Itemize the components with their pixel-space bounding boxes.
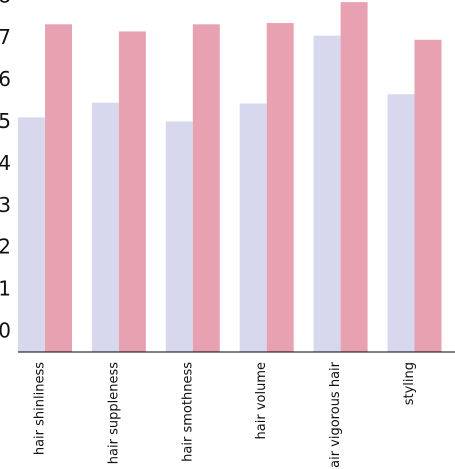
- bar-series-2-0: [45, 24, 72, 353]
- bar-series-1-0: [18, 117, 45, 352]
- x-tick-label: hair shinliness: [33, 362, 48, 455]
- y-tick-labels: 0 1 2 3 4 5 6 7 8: [0, 0, 11, 343]
- bar-series-2-5: [414, 39, 442, 353]
- y-tick-label: 3: [0, 193, 11, 217]
- bar-series-2-4: [340, 2, 368, 352]
- y-tick-label: 5: [0, 109, 11, 133]
- y-tick-label: 8: [0, 0, 11, 7]
- bar-series-1-2: [165, 121, 193, 353]
- y-tick-label: 4: [0, 151, 11, 175]
- x-tick-label: styling: [402, 362, 417, 405]
- y-tick-label: 1: [0, 277, 11, 301]
- bar-series-2-2: [192, 24, 220, 353]
- x-tick-labels: hair shinliness hair suppleness hair smoth…: [33, 361, 418, 469]
- bar-series-2-3: [266, 23, 294, 353]
- bar-series-2-1: [118, 31, 146, 353]
- x-tick-label: hair smothness: [180, 362, 195, 462]
- bar-series-1-1: [91, 102, 119, 353]
- bar-series-1-3: [239, 103, 267, 352]
- y-tick-label: 2: [0, 235, 11, 259]
- x-tick-label: hair volume: [254, 362, 269, 439]
- bar-series-1-4: [313, 35, 341, 352]
- y-tick-label: 0: [0, 319, 11, 343]
- y-tick-label: 7: [0, 25, 11, 49]
- bar-series-1-5: [387, 94, 415, 353]
- x-tick-label: hair suppleness: [106, 362, 121, 464]
- bars: [18, 2, 442, 353]
- x-tick-label: hair vigorous hair: [328, 361, 343, 469]
- y-tick-label: 6: [0, 67, 11, 91]
